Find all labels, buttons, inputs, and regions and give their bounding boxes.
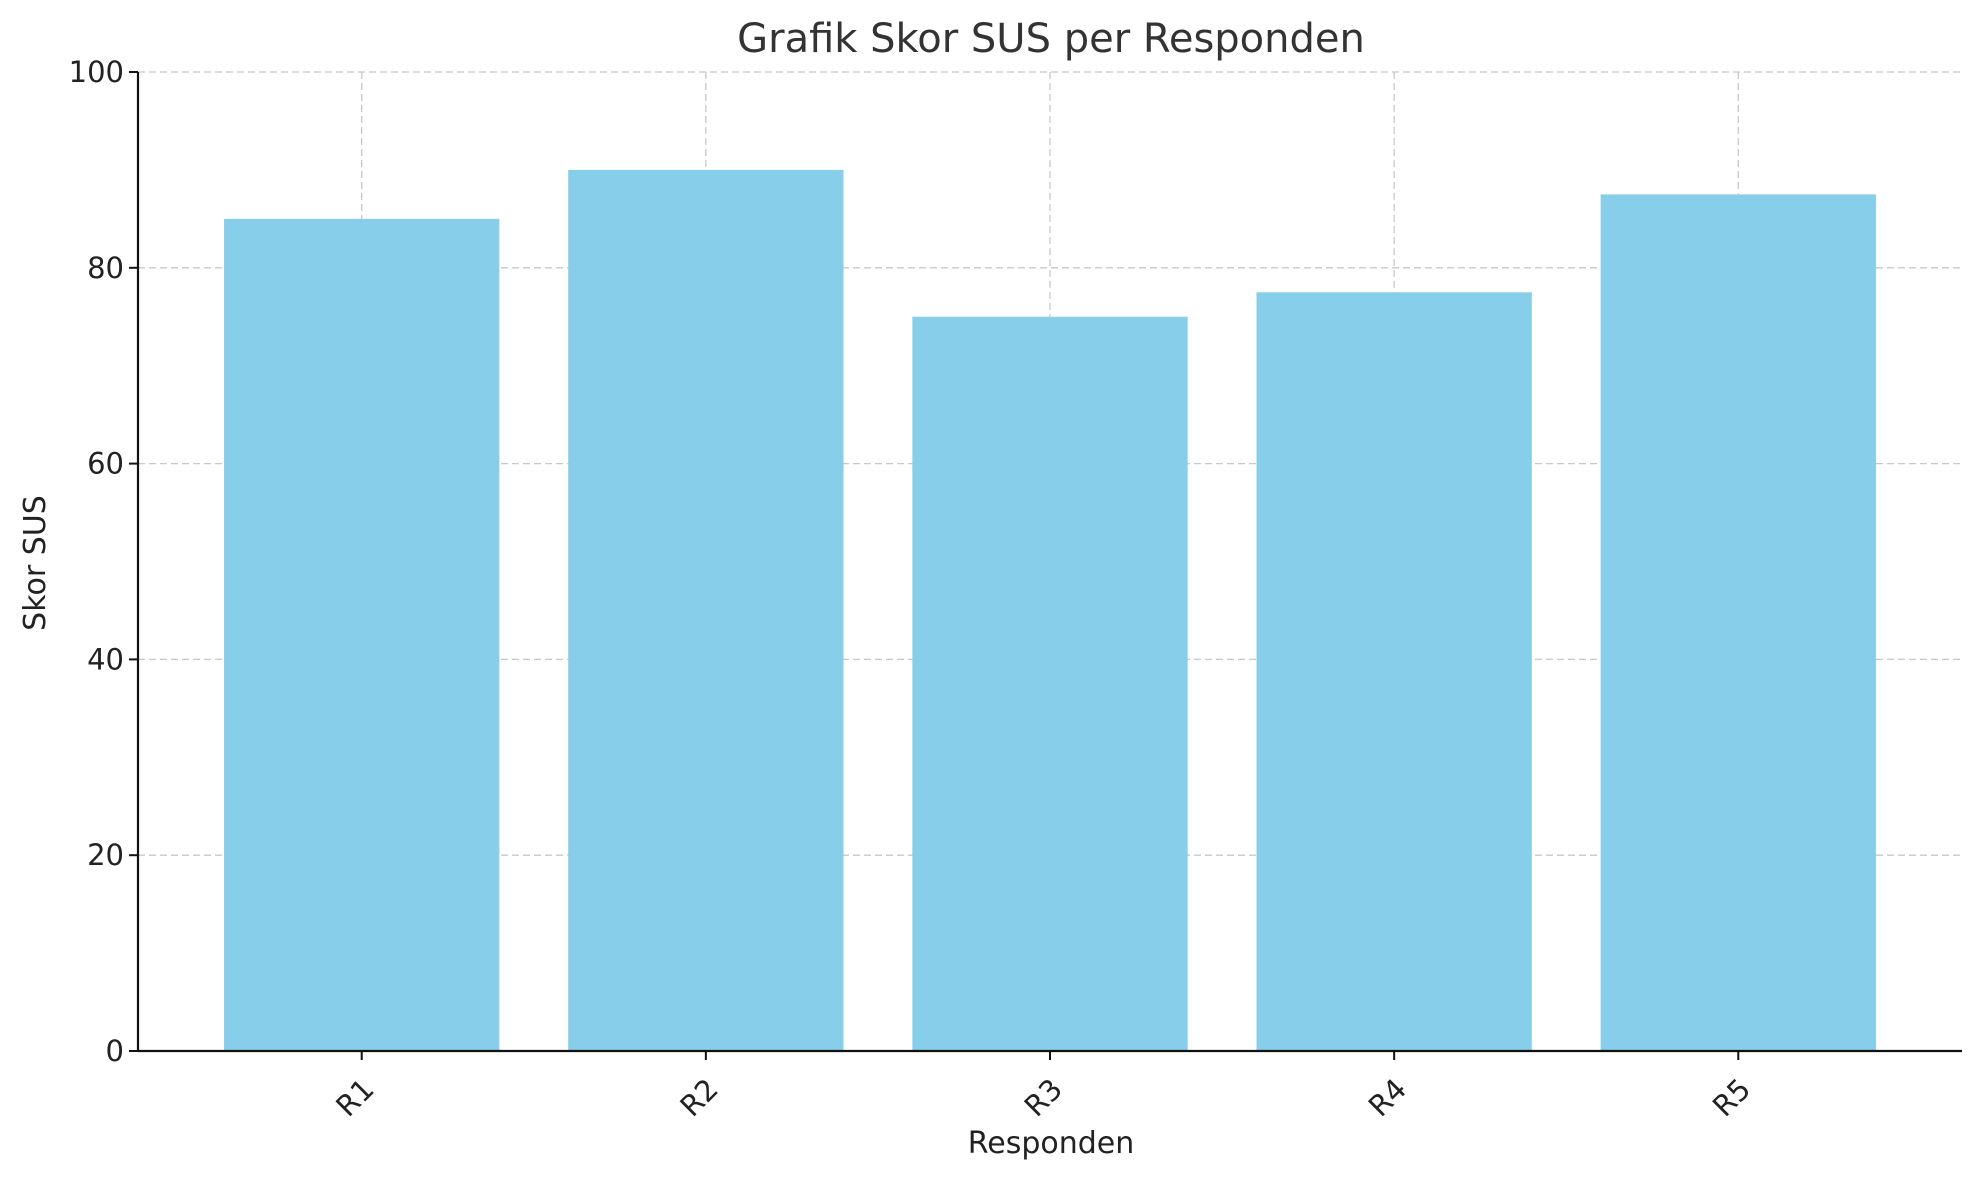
bar-r5 bbox=[1600, 194, 1876, 1051]
x-axis-label: Responden bbox=[968, 1126, 1135, 1161]
y-axis-label: Skor SUS bbox=[18, 495, 53, 631]
bar-r3 bbox=[912, 316, 1188, 1051]
x-tick-label: R4 bbox=[1362, 1072, 1413, 1123]
y-tick-label: 60 bbox=[87, 447, 124, 481]
y-tick-label: 20 bbox=[87, 838, 124, 872]
y-tick-label: 80 bbox=[87, 251, 124, 285]
bar-r2 bbox=[568, 169, 844, 1051]
x-tick-label: R1 bbox=[329, 1072, 380, 1123]
x-tick-label: R5 bbox=[1706, 1072, 1757, 1123]
y-tick-label: 0 bbox=[106, 1034, 124, 1068]
bars bbox=[224, 169, 1876, 1052]
y-tick-label: 100 bbox=[69, 55, 124, 89]
chart-title: Grafik Skor SUS per Responden bbox=[737, 16, 1365, 62]
x-tick-label: R2 bbox=[673, 1072, 724, 1123]
y-tick-label: 40 bbox=[87, 642, 124, 676]
bar-r1 bbox=[224, 218, 500, 1052]
bar-r4 bbox=[1256, 292, 1532, 1051]
x-tick-label: R3 bbox=[1018, 1072, 1069, 1123]
